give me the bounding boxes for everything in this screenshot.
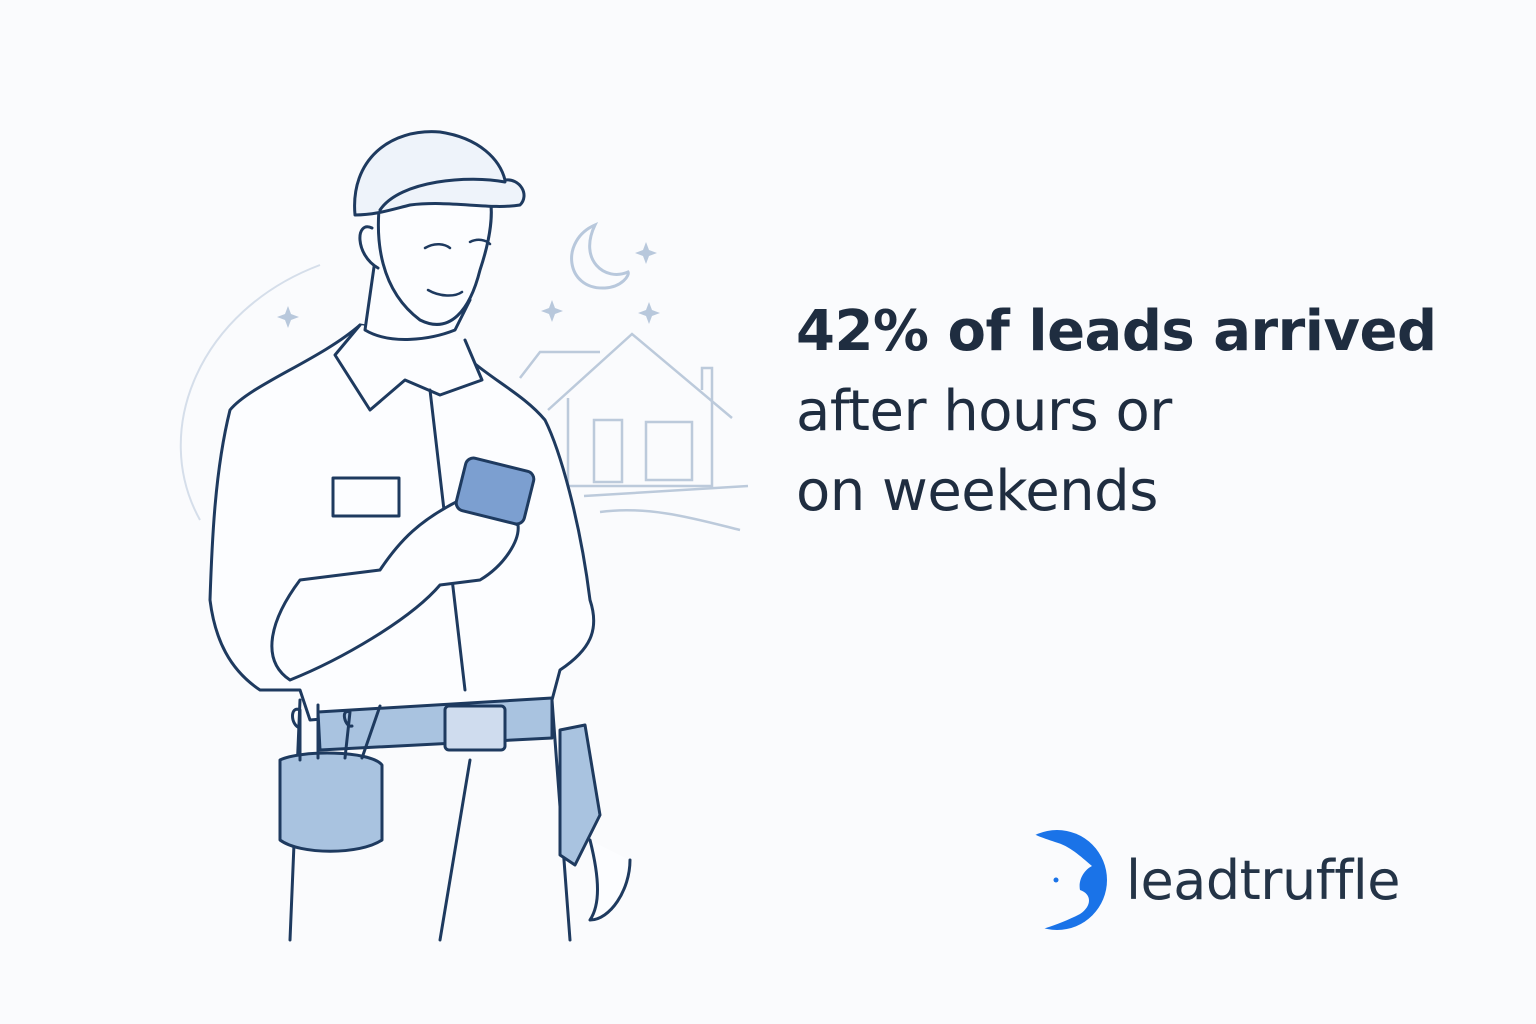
brand-logo: leadtruffle bbox=[1000, 822, 1400, 938]
worker-figure bbox=[208, 130, 632, 942]
moon-icon bbox=[570, 222, 630, 290]
house-icon bbox=[519, 332, 749, 532]
headline-line-1: 42% of leads arrived bbox=[796, 299, 1437, 364]
brand-name: leadtruffle bbox=[1126, 848, 1400, 912]
headline-line-2: after hours or bbox=[796, 379, 1172, 444]
background-arc bbox=[179, 264, 321, 521]
headline-line-3: on weekends bbox=[796, 459, 1158, 524]
truffle-pig-logo-icon bbox=[1000, 822, 1107, 938]
star-icons bbox=[277, 242, 660, 328]
headline: 42% of leads arrived after hours or on w… bbox=[796, 292, 1437, 532]
